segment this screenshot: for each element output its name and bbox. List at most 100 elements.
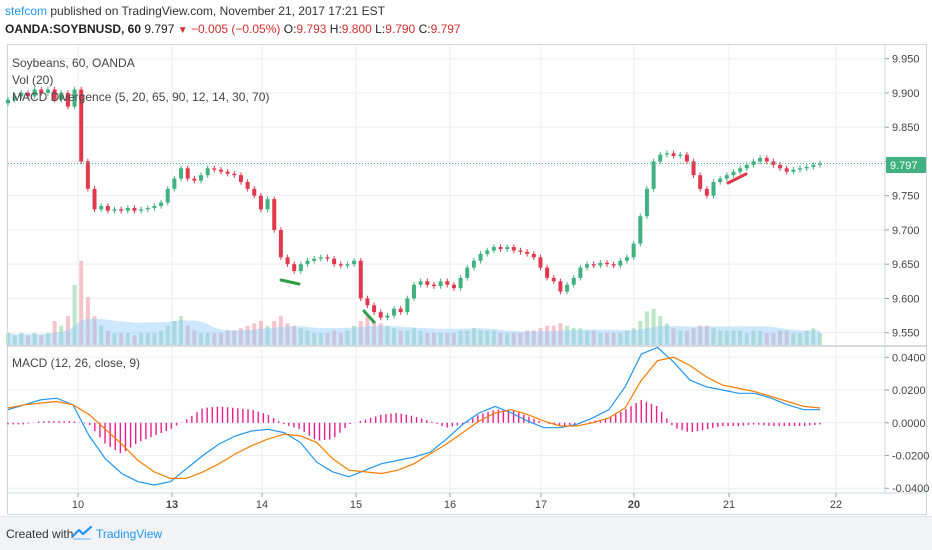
candle-15 [105, 205, 110, 211]
candle-35 [238, 175, 243, 182]
candle-72 [485, 250, 490, 254]
candle-41 [278, 229, 283, 258]
volume-bar-113 [758, 330, 763, 345]
low-label: L: [375, 22, 386, 36]
candle-19 [132, 208, 137, 211]
author-link[interactable]: stefcom [5, 4, 48, 18]
candle-75 [505, 247, 510, 250]
volume-bar-65 [438, 333, 443, 345]
footer-created: Created with [6, 527, 74, 541]
volume-bar-10 [72, 285, 77, 345]
candle-94 [631, 243, 636, 258]
volume-bar-51 [345, 330, 350, 345]
volume-bar-67 [451, 333, 456, 345]
volume-bar-110 [738, 330, 743, 345]
time-tick-7: 21 [723, 499, 735, 511]
macd-axis[interactable]: 0.0400 0.0200 0.0000 -0.0200 -0.0400 [885, 352, 929, 495]
candle-1 [12, 96, 17, 100]
volume-bar-78 [525, 330, 530, 345]
time-tick-8: 22 [830, 499, 842, 511]
volume-bar-82 [551, 325, 556, 345]
candle-108 [724, 175, 729, 179]
divergence-legend[interactable]: MACD Divergence (5, 20, 65, 90, 12, 14, … [12, 90, 270, 104]
candle-55 [372, 305, 377, 313]
candle-29 [199, 175, 204, 181]
volume-bar-32 [218, 333, 223, 345]
volume-bar-91 [611, 333, 616, 345]
footer-brand-link[interactable]: TradingView [96, 527, 163, 541]
volume-bar-19 [132, 335, 137, 345]
candle-111 [744, 164, 749, 169]
volume-bar-72 [485, 330, 490, 345]
candle-14 [99, 205, 104, 210]
volume-bar-81 [545, 325, 550, 345]
volume-bar-21 [145, 333, 150, 345]
volume-bar-93 [624, 330, 629, 345]
volume-bar-17 [119, 333, 124, 345]
volume-legend[interactable]: Vol (20) [12, 73, 54, 87]
candle-64 [431, 284, 436, 287]
macd-line [7, 346, 820, 486]
candle-5 [39, 89, 44, 93]
volume-bar-71 [478, 330, 483, 345]
symbol-bar: OANDA:SOYBNUSD, 60 9.797 ▼ −0.005 (−0.05… [5, 22, 461, 36]
candle-113 [758, 158, 763, 162]
candle-18 [125, 208, 130, 211]
volume-bar-96 [644, 311, 649, 345]
candle-13 [92, 188, 97, 210]
candle-43 [292, 264, 297, 272]
down-arrow-icon: ▼ [177, 25, 188, 36]
volume-bar-9 [65, 316, 70, 345]
candle-3 [25, 92, 30, 97]
candle-81 [545, 267, 550, 278]
candle-88 [591, 264, 596, 266]
divergence-mark-3 [726, 172, 748, 185]
volume-bar-0 [6, 333, 10, 345]
main-legend[interactable]: Soybeans, 60, OANDA [12, 56, 135, 70]
price-tick-8: 9.550 [892, 328, 920, 340]
candle-0 [6, 99, 10, 104]
open-label: O: [283, 22, 297, 36]
volume-bar-37 [252, 323, 257, 345]
price-candles [6, 86, 822, 321]
volume-bar-75 [505, 333, 510, 345]
volume-bar-63 [425, 333, 430, 345]
candle-48 [325, 257, 330, 259]
volume-bar-62 [418, 330, 423, 345]
tradingview-logo-icon [72, 526, 92, 540]
time-axis[interactable]: 10 13 14 15 16 17 20 21 22 [72, 493, 842, 511]
volume-bar-84 [565, 325, 570, 345]
volume-bar-58 [392, 328, 397, 345]
volume-bar-59 [398, 330, 403, 345]
candle-120 [804, 166, 809, 169]
candle-21 [145, 208, 150, 210]
candle-77 [518, 250, 523, 252]
volume-bar-112 [751, 330, 756, 345]
candle-97 [651, 161, 656, 189]
candle-102 [684, 154, 689, 162]
volume-bar-111 [744, 333, 749, 345]
time-tick-2: 14 [256, 499, 268, 511]
volume-bar-88 [591, 330, 596, 345]
candle-39 [265, 199, 270, 210]
candle-51 [345, 264, 350, 266]
macd-legend[interactable]: MACD (12, 26, close, 9) [12, 356, 141, 370]
candle-62 [418, 281, 423, 285]
candle-49 [332, 258, 337, 265]
volume-bar-122 [818, 333, 822, 345]
candle-110 [738, 168, 743, 172]
divergence-mark-1 [279, 278, 301, 286]
candle-44 [298, 264, 303, 272]
volume-bar-23 [159, 330, 164, 345]
price-axis[interactable]: 9.9509.9009.8509.8009.7509.7009.6509.600… [885, 54, 920, 340]
volume-bar-7 [52, 321, 57, 345]
symbol-name[interactable]: OANDA:SOYBNUSD, 60 [5, 22, 142, 36]
candle-79 [531, 253, 536, 258]
volume-bar-105 [704, 325, 709, 345]
volume-bar-2 [19, 333, 24, 345]
volume-bar-11 [79, 261, 84, 345]
volume-bar-61 [412, 328, 416, 345]
volume-bar-31 [212, 333, 217, 345]
candle-82 [551, 277, 556, 282]
